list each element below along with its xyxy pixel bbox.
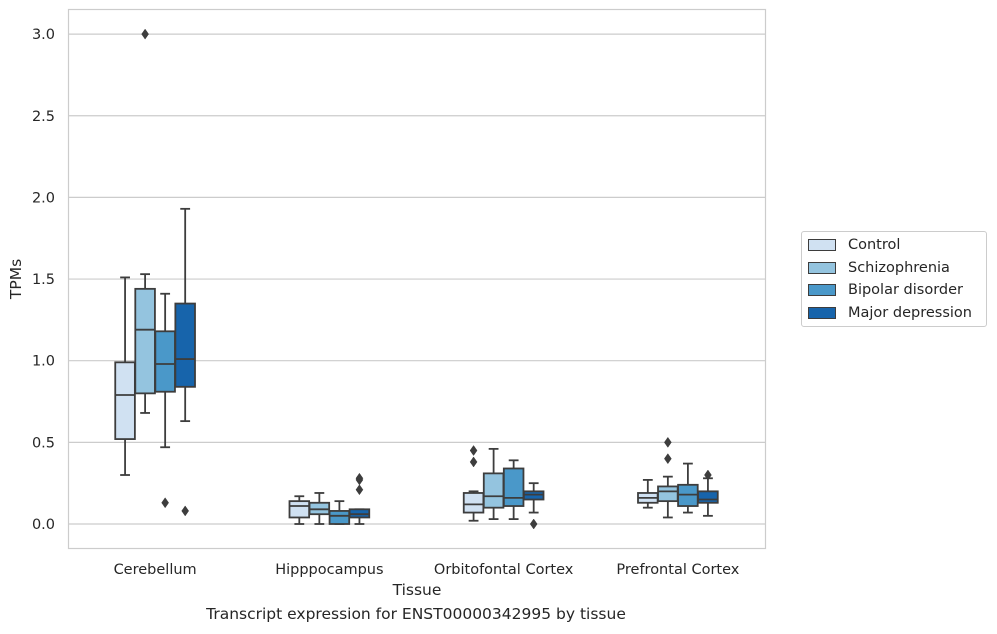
y-tick-label: 2.0 [32, 190, 55, 206]
y-tick-labels: 0.0 0.5 1.0 1.5 2.0 2.5 3.0 [32, 27, 55, 533]
y-tick-label: 1.0 [32, 354, 55, 370]
outlier-point [664, 436, 672, 448]
legend-label: Control [848, 237, 901, 253]
y-tick-label: 2.5 [32, 109, 55, 125]
legend-item: Bipolar disorder [808, 280, 963, 300]
box-control [462, 492, 485, 514]
y-tick-label: 1.5 [32, 272, 55, 288]
x-tick-label: Orbitofontal Cortex [434, 562, 574, 578]
legend-swatch [808, 306, 836, 319]
y-tick-label: 0.5 [32, 435, 55, 451]
box-marks [114, 28, 719, 530]
x-tick-labels: Cerebellum Hipppocampus Orbitofontal Corte… [114, 562, 740, 578]
box-major-depression [697, 490, 719, 504]
y-axis-label: TPMs [7, 259, 25, 300]
y-tick-label: 3.0 [32, 27, 55, 43]
box-control [288, 500, 311, 519]
outlier-point [704, 469, 712, 481]
x-tick-label: Prefrontal Cortex [616, 562, 739, 578]
outlier-point [181, 505, 189, 517]
outlier-point [161, 497, 169, 509]
legend-item: Major depression [808, 303, 972, 323]
legend-swatch [808, 261, 836, 274]
box-major-depression [174, 302, 196, 388]
y-tick-label: 0.0 [32, 517, 55, 533]
x-tick-label: Cerebellum [114, 562, 197, 578]
box-schizophrenia [657, 485, 679, 503]
grid-lines [68, 33, 766, 525]
legend-item: Control [808, 235, 900, 255]
outlier-point [529, 518, 538, 530]
outlier-point [469, 456, 478, 468]
box-control [114, 361, 136, 440]
box-schizophrenia [134, 287, 156, 395]
box-bipolar-disorder [502, 467, 525, 507]
x-tick-label: Hipppocampus [275, 562, 383, 578]
outlier-point [141, 28, 149, 40]
legend-label: Schizophrenia [848, 259, 950, 276]
legend-item: Schizophrenia [808, 258, 950, 278]
chart-caption: Transcript expression for ENST0000034299… [206, 605, 626, 623]
box-schizophrenia [482, 472, 505, 509]
legend-label: Major depression [848, 304, 972, 321]
x-axis-label: Tissue [392, 581, 442, 599]
box-bipolar-disorder [328, 510, 351, 525]
outlier-point [469, 445, 478, 456]
outlier-point [664, 453, 672, 465]
outlier-point [355, 472, 364, 484]
outlier-point [355, 484, 364, 496]
legend-swatch [808, 284, 836, 296]
legend-swatch [808, 239, 836, 251]
legend: Control Schizophrenia Bipolar disorder Majo… [801, 231, 987, 327]
box-bipolar-disorder [154, 330, 176, 393]
legend-label: Bipolar disorder [848, 282, 963, 298]
